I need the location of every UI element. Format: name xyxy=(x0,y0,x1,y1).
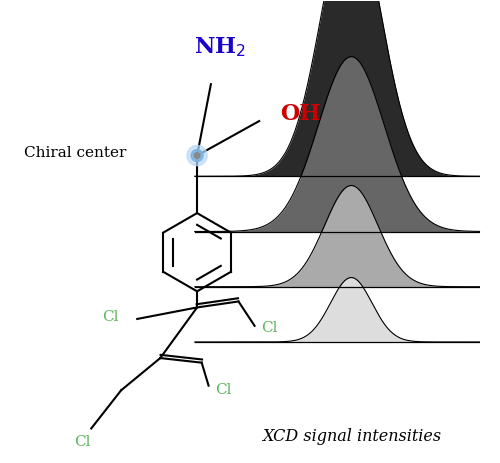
Text: Cl: Cl xyxy=(216,383,232,397)
Text: Cl: Cl xyxy=(262,321,278,335)
Text: Chiral center: Chiral center xyxy=(24,146,127,160)
Text: Cl: Cl xyxy=(74,435,90,449)
Text: Cl: Cl xyxy=(102,310,119,324)
Text: OH: OH xyxy=(280,103,320,125)
Text: NH$_2$: NH$_2$ xyxy=(194,36,246,59)
Circle shape xyxy=(187,145,207,166)
Text: XCD signal intensities: XCD signal intensities xyxy=(262,428,441,445)
Circle shape xyxy=(191,150,203,162)
Circle shape xyxy=(194,153,200,158)
